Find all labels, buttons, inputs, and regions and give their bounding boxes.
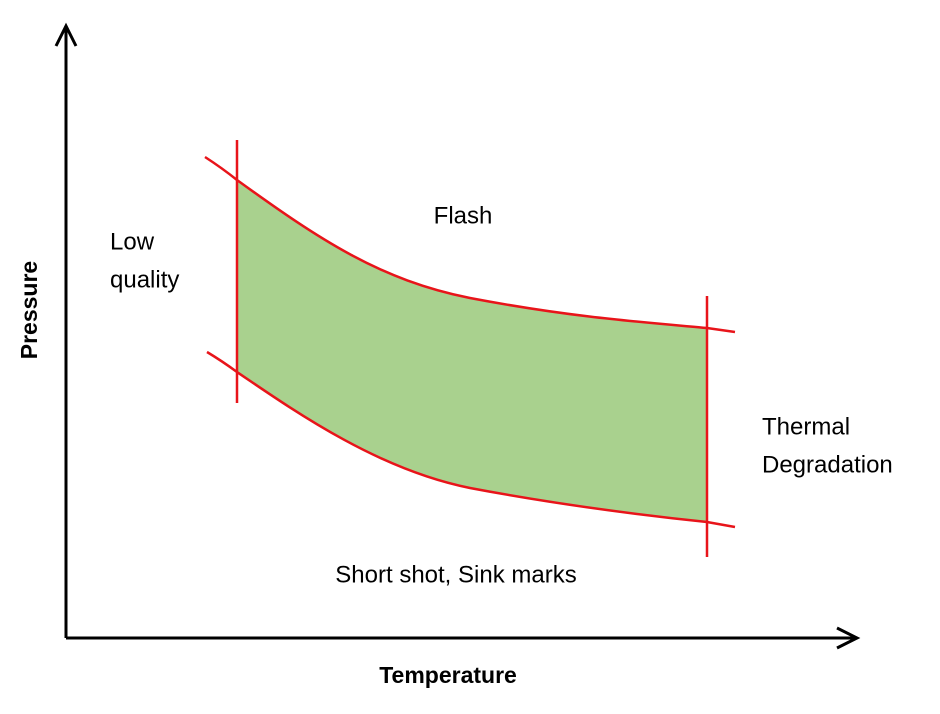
region-label: Short shot, Sink marks: [335, 561, 576, 588]
x-axis-arrow: [836, 626, 861, 650]
region-label: quality: [110, 266, 179, 293]
region-label: Thermal: [762, 413, 850, 440]
upper-limit-curve: [204, 155, 736, 334]
x-axis-label: Temperature: [379, 662, 517, 688]
region-label: Degradation: [762, 451, 893, 478]
region-label: Low: [110, 228, 155, 255]
region-label: Flash: [434, 202, 493, 229]
y-axis-label: Pressure: [16, 261, 42, 359]
lower-limit-curve: [206, 350, 736, 529]
process-window: [237, 180, 707, 522]
y-axis-arrow: [54, 22, 78, 47]
